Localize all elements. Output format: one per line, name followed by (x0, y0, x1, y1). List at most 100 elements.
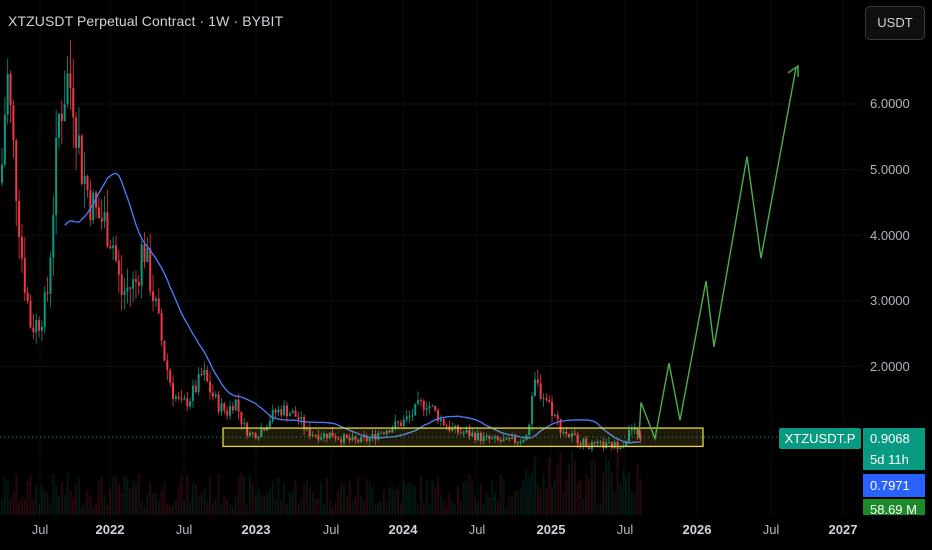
volume-bar (479, 482, 482, 515)
candle-body (377, 432, 380, 440)
volume-bar (610, 472, 613, 515)
volume-bar (508, 497, 511, 515)
volume-bar (428, 503, 431, 515)
volume-bar (476, 501, 479, 515)
candle-body (568, 433, 571, 437)
x-axis-label: Jul (31, 522, 49, 537)
candle-body (491, 438, 494, 440)
candle-body (608, 442, 611, 444)
candle-body (451, 427, 454, 431)
candle-body (388, 430, 391, 433)
volume-bar (553, 480, 556, 515)
x-axis-label: 2023 (241, 522, 271, 537)
candle-body (226, 410, 229, 416)
candle-body (397, 421, 400, 423)
candle-body (72, 88, 75, 118)
volume-bar (616, 452, 619, 515)
volume-bar (194, 482, 197, 515)
candle-body (146, 248, 149, 262)
volume-bar (590, 460, 593, 515)
volume-bar (89, 496, 92, 515)
candle-body (331, 432, 334, 437)
candle-body (15, 140, 18, 202)
candle-body (508, 437, 511, 439)
volume-bar (180, 474, 183, 515)
candle-body (533, 379, 536, 397)
volume-bar (348, 480, 351, 515)
volume-bar (83, 502, 86, 515)
volume-bar (431, 479, 434, 515)
candle-body (174, 396, 177, 399)
volume-bar (519, 488, 522, 515)
candle-body (29, 300, 32, 328)
volume-bar (58, 494, 60, 515)
volume-bar (325, 477, 328, 515)
candle-body (263, 428, 266, 431)
volume-bar (448, 493, 451, 515)
volume-bar (23, 499, 26, 515)
volume-bar (126, 478, 129, 515)
candle-body (459, 432, 462, 434)
candle-body (3, 114, 6, 165)
candle-body (177, 396, 180, 399)
support-zone-rectangle[interactable] (222, 427, 704, 448)
candle-body (408, 415, 411, 417)
volume-bar (528, 474, 531, 515)
candle-body (257, 436, 260, 439)
volume-bar (533, 456, 536, 515)
volume-badge: 58.69 M (863, 499, 925, 515)
candle-body (291, 410, 294, 414)
volume-bar (134, 482, 137, 515)
candle-body (66, 73, 69, 105)
volume-bar (343, 484, 345, 515)
candle-body (143, 244, 146, 262)
volume-bar (248, 474, 251, 515)
candle-body (60, 113, 63, 122)
candle-body (362, 436, 365, 438)
volume-bar (211, 504, 214, 515)
candle-body (268, 420, 271, 427)
volume-bar (388, 486, 391, 515)
candle-body (152, 291, 155, 301)
candle-body (180, 398, 183, 400)
volume-bar (115, 476, 117, 515)
volume-bar (628, 471, 630, 515)
moving-average-line (64, 172, 641, 444)
candle-body (343, 434, 345, 443)
candle-body (411, 415, 414, 417)
candle-body (223, 403, 226, 411)
projection-arrow-head (787, 64, 799, 77)
volume-bar (334, 502, 337, 515)
candle-body (325, 433, 328, 439)
candle-body (551, 401, 554, 416)
volume-bar (391, 486, 394, 515)
volume-bar (439, 495, 442, 515)
volume-bar (531, 472, 534, 515)
candle-body (605, 442, 608, 449)
projection-path[interactable] (638, 67, 797, 442)
y-axis-label: 3.0000 (870, 293, 910, 308)
volume-bar (445, 506, 448, 515)
candle-body (112, 245, 115, 249)
candle-body (277, 409, 280, 413)
candle-body (109, 246, 112, 249)
candle-body (348, 437, 351, 441)
candle-body (419, 399, 422, 401)
volume-bar (303, 483, 306, 515)
volume-bar (425, 479, 428, 515)
volume-bar (49, 502, 52, 515)
currency-button[interactable]: USDT (865, 6, 925, 40)
volume-bar (163, 481, 166, 515)
candle-body (431, 405, 434, 407)
candle-body (305, 428, 308, 430)
volume-bar (488, 497, 491, 515)
volume-bar (411, 483, 414, 515)
candle-body (254, 433, 257, 439)
volume-bar (380, 501, 383, 515)
volume-bar (599, 502, 602, 515)
volume-bar (331, 506, 334, 515)
volume-bar (197, 495, 200, 515)
volume-bar (226, 499, 229, 515)
candle-body (345, 434, 348, 438)
